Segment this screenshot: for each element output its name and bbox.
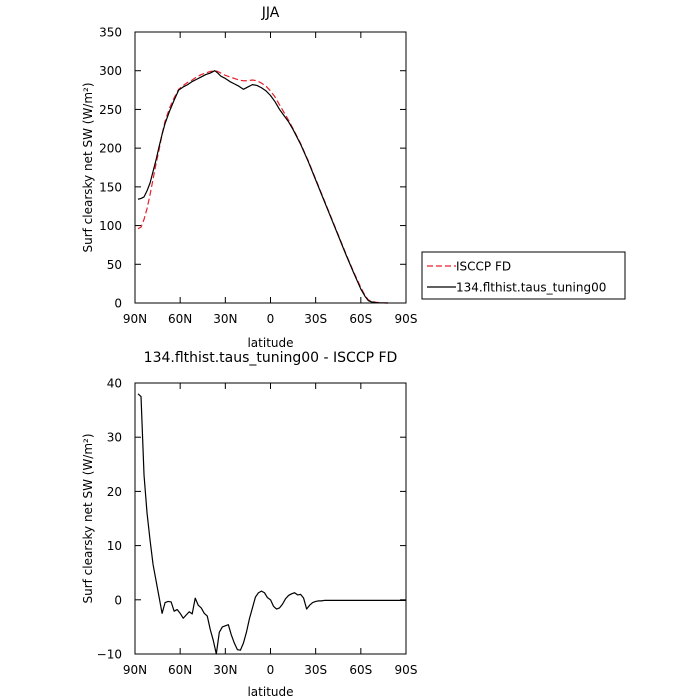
- top-x-tick-label: 60S: [349, 312, 372, 326]
- bottom-x-tick-label: 90N: [123, 663, 147, 677]
- top-chart-title: JJA: [261, 5, 280, 21]
- legend-label-model: 134.flthist.taus_tuning00: [456, 281, 606, 295]
- top-x-tick-label: 0: [267, 312, 275, 326]
- top-y-tick-label: 250: [99, 103, 122, 117]
- top-plot-frame: [134, 31, 407, 304]
- bottom-y-tick-label: 20: [107, 485, 122, 499]
- top-series-line-1: [137, 70, 388, 304]
- top-y-tick-label: 200: [99, 142, 122, 156]
- top-tick-layer: 90N 60N 30N 0 30S 60S 90S 0 50 100 150 200 250 300 350: [99, 26, 417, 327]
- top-y-tick-label: 300: [99, 64, 122, 78]
- bottom-chart: 134.flthist.taus_tuning00 - ISCCP FD 90N…: [81, 350, 417, 699]
- top-y-tick-label: 350: [99, 26, 122, 40]
- bottom-tick-layer: 90N 60N 30N 0 30S 60S 90S −10 0 10 20 30 40: [97, 377, 418, 678]
- top-y-tick-label: 50: [107, 258, 122, 272]
- bottom-x-tick-label: 30S: [304, 663, 327, 677]
- bottom-plot-frame: [134, 382, 407, 655]
- bottom-y-axis-label: Surf clearsky net SW (W/m²): [81, 433, 95, 603]
- legend-label-isccp: ISCCP FD: [456, 260, 511, 274]
- top-chart: JJA 90N 60N 30N 0 30S 60S 90S 0 50 100 150 200 250 30…: [81, 5, 417, 350]
- top-y-tick-label: 100: [99, 219, 122, 233]
- bottom-y-tick-label: −10: [97, 648, 122, 662]
- bottom-y-tick-label: 0: [114, 593, 122, 607]
- bottom-x-tick-label: 0: [267, 663, 275, 677]
- top-series-layer: [137, 70, 388, 304]
- bottom-x-tick-label: 60S: [349, 663, 372, 677]
- bottom-series-line-0: [137, 393, 406, 655]
- bottom-chart-title: 134.flthist.taus_tuning00 - ISCCP FD: [144, 350, 398, 366]
- bottom-x-tick-label: 60N: [168, 663, 192, 677]
- legend: ISCCP FD 134.flthist.taus_tuning00: [421, 251, 626, 300]
- bottom-y-tick-label: 40: [107, 377, 122, 391]
- top-y-tick-label: 0: [114, 297, 122, 311]
- top-x-tick-label: 60N: [168, 312, 192, 326]
- top-x-axis-label: latitude: [247, 336, 293, 350]
- bottom-series-layer: [137, 393, 406, 655]
- bottom-x-tick-label: 30N: [213, 663, 237, 677]
- bottom-y-tick-label: 10: [107, 539, 122, 553]
- bottom-x-axis-label: latitude: [247, 685, 293, 699]
- top-series-line-0: [137, 70, 388, 304]
- legend-box: [421, 251, 626, 300]
- bottom-x-tick-label: 90S: [395, 663, 418, 677]
- top-x-tick-label: 90S: [395, 312, 418, 326]
- bottom-y-tick-label: 30: [107, 431, 122, 445]
- top-x-tick-label: 30S: [304, 312, 327, 326]
- top-x-tick-label: 30N: [213, 312, 237, 326]
- top-x-tick-label: 90N: [123, 312, 147, 326]
- top-y-tick-label: 150: [99, 180, 122, 194]
- top-y-axis-label: Surf clearsky net SW (W/m²): [81, 82, 95, 252]
